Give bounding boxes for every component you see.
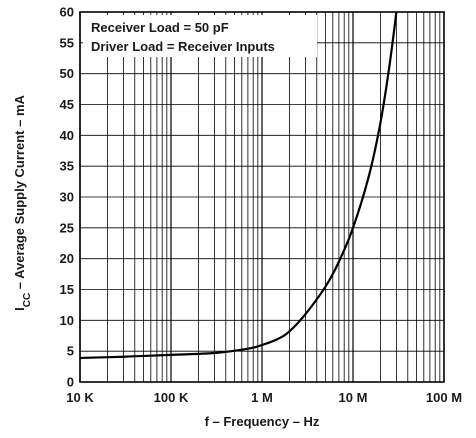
y-tick-label: 25 bbox=[60, 220, 74, 235]
x-axis-title: f – Frequency – Hz bbox=[205, 414, 320, 429]
y-axis-title-symbol: I bbox=[12, 307, 27, 311]
y-tick-label: 0 bbox=[67, 375, 74, 390]
annotation-receiver-load: Receiver Load = 50 pF bbox=[91, 20, 229, 35]
y-tick-label: 50 bbox=[60, 66, 74, 81]
x-tick-label: 100 K bbox=[154, 390, 189, 405]
x-tick-label: 10 M bbox=[339, 390, 368, 405]
y-tick-label: 40 bbox=[60, 128, 74, 143]
annotation-box bbox=[83, 15, 317, 57]
y-tick-label: 45 bbox=[60, 97, 74, 112]
x-tick-label: 10 K bbox=[66, 390, 94, 405]
y-axis-title-subscript: CC bbox=[22, 293, 33, 307]
x-tick-label: 1 M bbox=[251, 390, 273, 405]
x-tick-labels: 10 K 100 K 1 M 10 M 100 M bbox=[66, 390, 462, 405]
y-tick-label: 30 bbox=[60, 190, 74, 205]
y-tick-label: 55 bbox=[60, 35, 74, 50]
y-tick-label: 15 bbox=[60, 282, 74, 297]
y-tick-label: 60 bbox=[60, 5, 74, 20]
y-axis-title-rest: – Average Supply Current – mA bbox=[12, 95, 27, 293]
y-tick-label: 10 bbox=[60, 313, 74, 328]
y-tick-label: 35 bbox=[60, 159, 74, 174]
plot-frame bbox=[79, 11, 445, 383]
series-line bbox=[79, 11, 398, 360]
grid bbox=[79, 11, 444, 383]
y-tick-labels: 0 5 10 15 20 25 30 35 40 45 50 55 60 bbox=[60, 5, 74, 390]
y-axis-title: ICC – Average Supply Current – mA bbox=[12, 95, 33, 311]
x-tick-label: 100 M bbox=[426, 390, 462, 405]
y-tick-label: 5 bbox=[67, 344, 74, 359]
annotation-driver-load: Driver Load = Receiver Inputs bbox=[91, 39, 275, 54]
y-tick-label: 20 bbox=[60, 251, 74, 266]
